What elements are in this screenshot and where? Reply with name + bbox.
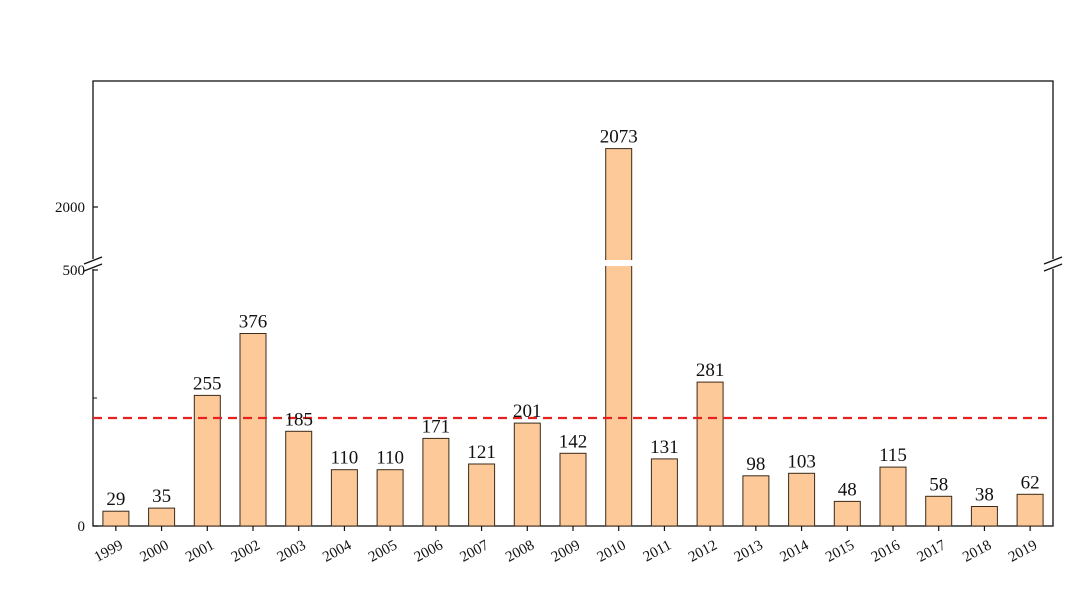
x-tick-label: 2011 — [641, 537, 675, 565]
x-tick-label: 2006 — [412, 537, 446, 565]
x-tick-label: 2000 — [137, 537, 171, 565]
data-label: 2073 — [600, 127, 638, 148]
data-label: 48 — [838, 479, 857, 500]
x-tick-label: 2018 — [960, 537, 994, 565]
data-labels-group: 29 35 255 376 185 110 110 171 121 201 142 2073 131 28… — [106, 127, 1039, 511]
x-tick-label: 2015 — [823, 537, 857, 565]
axis-break-mark — [83, 263, 103, 272]
bar-2009 — [559, 452, 587, 527]
axis-break-mark — [83, 256, 103, 265]
data-label: 110 — [331, 448, 359, 469]
data-label: 376 — [239, 311, 268, 332]
bar-2013 — [742, 475, 770, 527]
bar-2018 — [970, 506, 998, 527]
x-tick-label: 2004 — [320, 537, 354, 565]
bars-group — [102, 148, 1044, 527]
data-label: 255 — [193, 373, 222, 394]
bar-2002 — [239, 333, 267, 527]
data-label: 110 — [376, 448, 404, 469]
data-label: 62 — [1021, 472, 1040, 493]
data-label: 115 — [879, 445, 907, 466]
bar-2003 — [285, 430, 313, 527]
x-tick-label: 2010 — [595, 537, 629, 565]
data-label: 201 — [513, 401, 542, 422]
x-tick-label: 2017 — [915, 537, 949, 565]
x-tick-label: 2013 — [732, 537, 766, 565]
x-tick-label: 2014 — [777, 537, 811, 565]
bar-2008 — [513, 422, 541, 527]
bar-2014 — [788, 472, 816, 527]
x-tick-label: 1999 — [92, 537, 126, 565]
data-label: 35 — [152, 486, 171, 507]
x-tick-label: 2001 — [183, 537, 217, 565]
bar-2000 — [148, 507, 176, 527]
bar-2006 — [422, 437, 450, 527]
data-label: 185 — [284, 409, 313, 430]
data-label: 171 — [422, 416, 451, 437]
bar-2016 — [879, 466, 907, 527]
bar-2010 — [605, 148, 633, 527]
x-tick-label: 2003 — [275, 537, 309, 565]
data-label: 142 — [559, 431, 588, 452]
bar-2011 — [650, 458, 678, 527]
y-tick-label: 2000 — [55, 200, 85, 216]
x-tick-label: 2007 — [457, 537, 491, 565]
data-label: 38 — [975, 485, 994, 506]
bar-2004 — [330, 469, 358, 527]
y-tick-label: 0 — [78, 519, 86, 535]
data-label: 131 — [650, 437, 679, 458]
x-tick-label: 2012 — [686, 537, 720, 565]
bar-2015 — [833, 500, 861, 527]
data-label: 98 — [746, 454, 765, 475]
data-label: 281 — [696, 360, 725, 381]
bar-2007 — [468, 463, 496, 527]
x-ticks-group: 1999 2000 2001 2002 2003 2004 2005 2006 2007 2008… — [92, 526, 1040, 566]
bar-break-gap — [604, 260, 633, 266]
bar-2001 — [193, 394, 221, 527]
bar-2017 — [925, 495, 953, 527]
axis-break-gap — [90, 259, 96, 269]
data-label: 29 — [106, 489, 125, 510]
y-ticks-group: 0 500 2000 — [55, 200, 98, 535]
axis-break-mark — [1043, 263, 1063, 272]
bar-2012 — [696, 381, 724, 527]
data-label: 121 — [467, 442, 496, 463]
y-tick-label: 500 — [63, 263, 86, 279]
bar-2019 — [1016, 493, 1044, 527]
data-label: 103 — [787, 451, 816, 472]
axis-break-group — [83, 256, 1063, 272]
axis-break-gap — [1050, 259, 1056, 269]
data-label: 58 — [929, 474, 948, 495]
axis-break-mark — [1043, 256, 1063, 265]
bar-2005 — [376, 469, 404, 527]
x-tick-label: 2005 — [366, 537, 400, 565]
x-tick-label: 2008 — [503, 537, 537, 565]
x-tick-label: 2016 — [869, 537, 903, 565]
x-tick-label: 2009 — [549, 537, 583, 565]
bar-1999 — [102, 510, 130, 527]
x-tick-label: 2019 — [1006, 537, 1040, 565]
x-tick-label: 2002 — [229, 537, 263, 565]
